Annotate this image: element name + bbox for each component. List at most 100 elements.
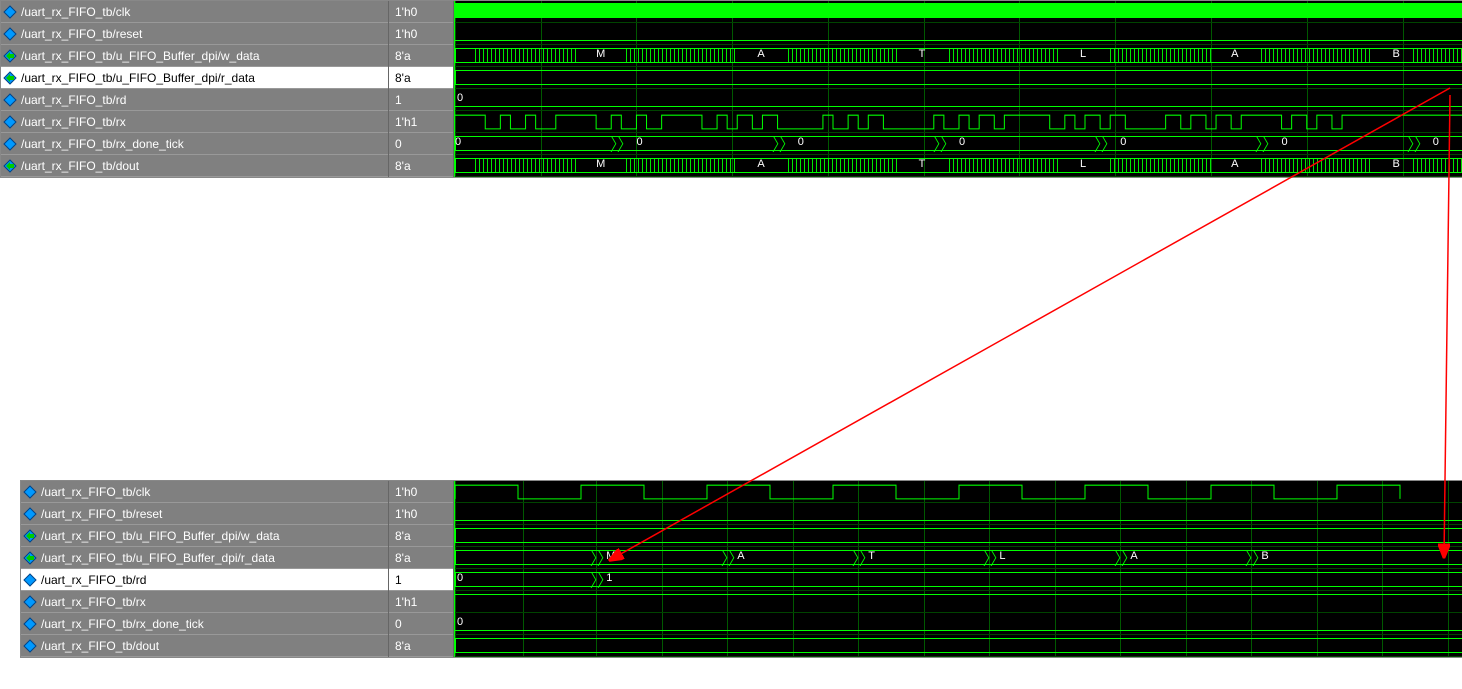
wave-value-label: L <box>999 550 1005 562</box>
signal-value-column: 1'h01'h08'a8'a11'h108'a <box>389 1 454 177</box>
wave-row[interactable]: MATLAB <box>455 45 1462 67</box>
wave-value-label: A <box>757 158 764 170</box>
signal-value-column: 1'h01'h08'a8'a11'h108'a <box>389 481 454 657</box>
signal-name-label: /uart_rx_FIFO_tb/rx_done_tick <box>41 617 204 631</box>
signal-row[interactable]: /uart_rx_FIFO_tb/rx <box>1 111 388 133</box>
wave-value-label: 0 <box>1433 136 1439 148</box>
signal-diamond-arrow-icon <box>3 49 17 63</box>
wave-row[interactable]: MATLAB <box>455 547 1462 569</box>
wave-value-label: A <box>737 550 744 562</box>
wave-row[interactable]: MATLAB <box>455 155 1462 177</box>
wave-value-label: T <box>868 550 875 562</box>
signal-row[interactable]: /uart_rx_FIFO_tb/reset <box>1 23 388 45</box>
signal-row[interactable]: /uart_rx_FIFO_tb/rd <box>21 569 388 591</box>
wave-row[interactable]: 0 <box>455 89 1462 111</box>
signal-name-label: /uart_rx_FIFO_tb/u_FIFO_Buffer_dpi/w_dat… <box>21 49 260 63</box>
signal-value-label: 1'h1 <box>389 111 453 133</box>
signal-value-label: 1'h1 <box>389 591 453 613</box>
signal-diamond-icon <box>3 115 17 129</box>
signal-name-label: /uart_rx_FIFO_tb/clk <box>41 485 150 499</box>
signal-name-label: /uart_rx_FIFO_tb/rx <box>21 115 126 129</box>
wave-row[interactable]: 0 <box>455 613 1462 635</box>
signal-diamond-icon <box>3 27 17 41</box>
wave-value-label: A <box>757 48 764 60</box>
signal-value-label: 1 <box>389 89 453 111</box>
wave-value-label: A <box>1231 48 1238 60</box>
signal-diamond-icon <box>23 639 37 653</box>
signal-value-label: 1 <box>389 569 453 591</box>
signal-diamond-icon <box>3 5 17 19</box>
signal-name-label: /uart_rx_FIFO_tb/u_FIFO_Buffer_dpi/w_dat… <box>41 529 280 543</box>
signal-name-column: /uart_rx_FIFO_tb/clk/uart_rx_FIFO_tb/res… <box>1 1 389 177</box>
signal-row[interactable]: /uart_rx_FIFO_tb/dout <box>21 635 388 657</box>
wave-row[interactable]: 01 <box>455 569 1462 591</box>
signal-value-label: 8'a <box>389 635 453 657</box>
signal-row[interactable]: /uart_rx_FIFO_tb/u_FIFO_Buffer_dpi/r_dat… <box>1 67 388 89</box>
signal-name-label: /uart_rx_FIFO_tb/reset <box>41 507 162 521</box>
signal-value-label: 0 <box>389 613 453 635</box>
wave-row[interactable] <box>455 111 1462 133</box>
signal-value-label: 8'a <box>389 547 453 569</box>
wave-value-label: 0 <box>457 572 463 584</box>
signal-row[interactable]: /uart_rx_FIFO_tb/rx <box>21 591 388 613</box>
wave-value-label: M <box>606 550 615 562</box>
signal-diamond-arrow-icon <box>23 551 37 565</box>
signal-value-label: 8'a <box>389 45 453 67</box>
signal-row[interactable]: /uart_rx_FIFO_tb/clk <box>21 481 388 503</box>
signal-diamond-icon <box>23 573 37 587</box>
waveform-area[interactable]: MATLAB010 <box>454 481 1462 657</box>
signal-row[interactable]: /uart_rx_FIFO_tb/rx_done_tick <box>21 613 388 635</box>
wave-value-label: 0 <box>1120 136 1126 148</box>
signal-row[interactable]: /uart_rx_FIFO_tb/u_FIFO_Buffer_dpi/r_dat… <box>21 547 388 569</box>
signal-diamond-icon <box>3 93 17 107</box>
wave-value-label: 0 <box>1282 136 1288 148</box>
wave-value-label: 0 <box>457 92 463 104</box>
signal-diamond-icon <box>3 137 17 151</box>
signal-value-label: 8'a <box>389 155 453 177</box>
waveform-area[interactable]: MATLAB00000000MATLAB <box>454 1 1462 177</box>
signal-name-label: /uart_rx_FIFO_tb/u_FIFO_Buffer_dpi/r_dat… <box>41 551 275 565</box>
wave-value-label: 0 <box>959 136 965 148</box>
signal-value-label: 1'h0 <box>389 503 453 525</box>
wave-value-label: M <box>596 48 605 60</box>
wave-row[interactable] <box>455 67 1462 89</box>
wave-row[interactable] <box>455 635 1462 657</box>
signal-row[interactable]: /uart_rx_FIFO_tb/dout <box>1 155 388 177</box>
signal-diamond-arrow-icon <box>3 159 17 173</box>
signal-row[interactable]: /uart_rx_FIFO_tb/clk <box>1 1 388 23</box>
wave-row[interactable] <box>455 503 1462 525</box>
signal-row[interactable]: /uart_rx_FIFO_tb/rd <box>1 89 388 111</box>
signal-name-label: /uart_rx_FIFO_tb/rx <box>41 595 146 609</box>
wave-row[interactable] <box>455 23 1462 45</box>
wave-value-label: 0 <box>636 136 642 148</box>
wave-value-label: 0 <box>798 136 804 148</box>
signal-name-label: /uart_rx_FIFO_tb/reset <box>21 27 142 41</box>
wave-value-label: A <box>1231 158 1238 170</box>
wave-value-label: 0 <box>455 136 461 148</box>
signal-value-label: 1'h0 <box>389 481 453 503</box>
signal-diamond-icon <box>23 617 37 631</box>
waveform-panel-top: /uart_rx_FIFO_tb/clk/uart_rx_FIFO_tb/res… <box>0 0 1462 178</box>
signal-value-label: 8'a <box>389 67 453 89</box>
signal-row[interactable]: /uart_rx_FIFO_tb/u_FIFO_Buffer_dpi/w_dat… <box>1 45 388 67</box>
signal-row[interactable]: /uart_rx_FIFO_tb/u_FIFO_Buffer_dpi/w_dat… <box>21 525 388 547</box>
signal-name-label: /uart_rx_FIFO_tb/rd <box>21 93 126 107</box>
wave-row[interactable]: 0 0 0 0 0 0 0 <box>455 133 1462 155</box>
signal-name-column: /uart_rx_FIFO_tb/clk/uart_rx_FIFO_tb/res… <box>21 481 389 657</box>
wave-row[interactable] <box>455 1 1462 23</box>
wave-value-label: 0 <box>457 616 463 628</box>
signal-diamond-arrow-icon <box>3 71 17 85</box>
wave-row[interactable] <box>455 481 1462 503</box>
wave-row[interactable] <box>455 591 1462 613</box>
signal-row[interactable]: /uart_rx_FIFO_tb/rx_done_tick <box>1 133 388 155</box>
signal-name-label: /uart_rx_FIFO_tb/rd <box>41 573 146 587</box>
signal-name-label: /uart_rx_FIFO_tb/rx_done_tick <box>21 137 184 151</box>
wave-value-label: B <box>1392 158 1399 170</box>
signal-diamond-arrow-icon <box>23 529 37 543</box>
signal-name-label: /uart_rx_FIFO_tb/dout <box>21 159 139 173</box>
wave-value-label: 1 <box>606 572 612 584</box>
signal-value-label: 1'h0 <box>389 1 453 23</box>
wave-value-label: T <box>919 48 926 60</box>
wave-row[interactable] <box>455 525 1462 547</box>
signal-row[interactable]: /uart_rx_FIFO_tb/reset <box>21 503 388 525</box>
